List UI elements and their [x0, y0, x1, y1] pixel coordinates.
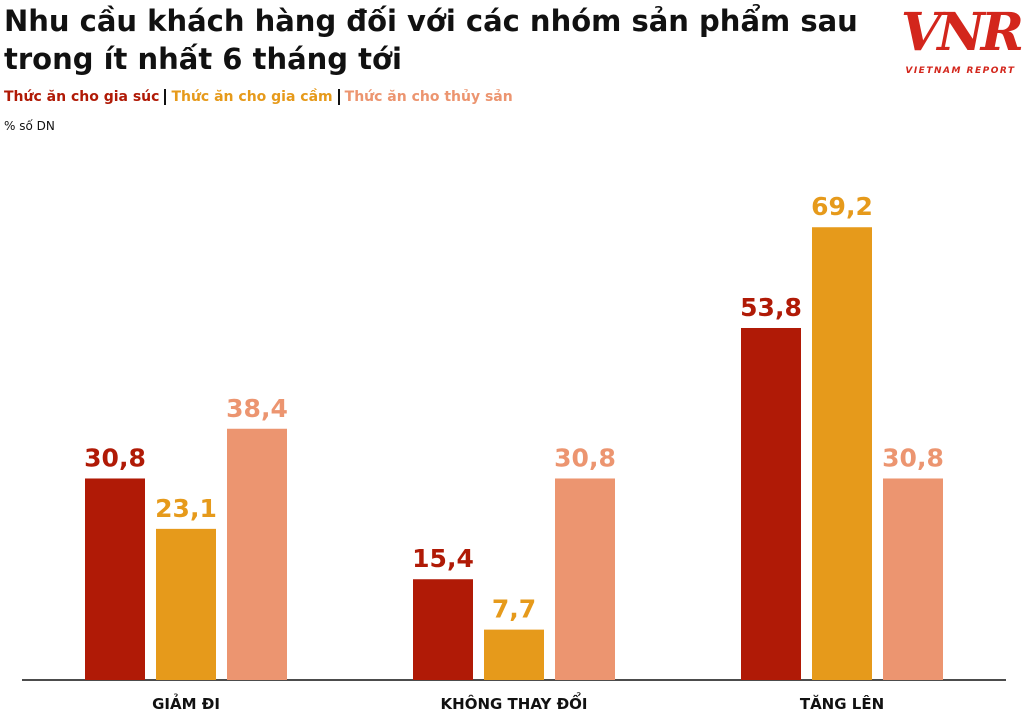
chart-title: Nhu cầu khách hàng đối với các nhóm sản …: [4, 4, 858, 76]
bar: [227, 428, 287, 680]
legend-entry: Thức ăn cho gia cầm: [164, 89, 338, 105]
logo: VNR VIETNAM REPORT: [900, 0, 1024, 76]
bar: [85, 478, 145, 680]
bar: [812, 227, 872, 680]
legend: Thức ăn cho gia súc Thức ăn cho gia cầm Th…: [4, 89, 518, 105]
bar: [156, 528, 216, 680]
logo-mark: VNR: [900, 2, 1024, 63]
value-label: 30,8: [84, 443, 146, 472]
logo-text: VIETNAM REPORT: [905, 66, 1016, 76]
value-label: 15,4: [412, 544, 474, 573]
value-label: 38,4: [226, 394, 288, 423]
value-label: 23,1: [155, 494, 217, 523]
value-label: 30,8: [882, 443, 944, 472]
bar: [413, 579, 473, 680]
value-label: 69,2: [811, 192, 873, 221]
bar: [555, 478, 615, 680]
legend-entry: Thức ăn cho thủy sản: [337, 89, 518, 105]
value-label: 30,8: [554, 443, 616, 472]
bar: [883, 478, 943, 680]
value-label: 7,7: [492, 595, 536, 624]
x-tick-label: KHÔNG THAY ĐỔI: [441, 691, 588, 713]
unit-label: % số DN: [4, 119, 55, 133]
bar: [484, 629, 544, 680]
value-label: 53,8: [740, 293, 802, 322]
x-tick-label: GIẢM ĐI: [152, 692, 220, 713]
legend-entry: Thức ăn cho gia súc: [4, 89, 160, 105]
x-tick-label: TĂNG LÊN: [800, 694, 884, 713]
bar: [741, 327, 801, 680]
